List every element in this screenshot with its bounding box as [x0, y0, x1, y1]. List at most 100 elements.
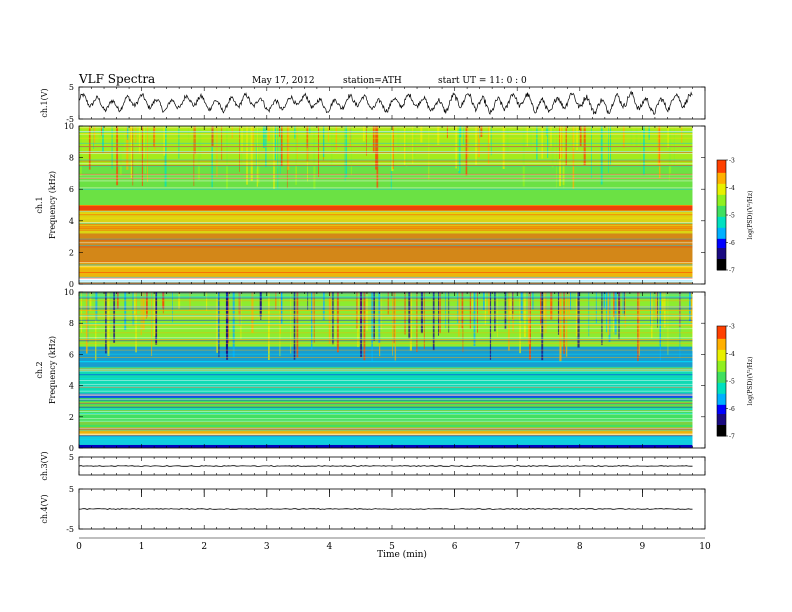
frequency-line [79, 165, 693, 167]
time-streak [413, 126, 416, 157]
colorbar-segment [717, 375, 726, 378]
frequency-line [79, 367, 693, 369]
frequency-line [79, 131, 693, 133]
time-streak [151, 292, 153, 356]
time-streak [376, 126, 379, 189]
frequency-line [79, 418, 693, 420]
colorbar-segment [717, 410, 726, 413]
time-streak [508, 292, 510, 351]
time-streak [393, 292, 395, 344]
time-streak [659, 292, 661, 346]
colorbar-segment [717, 248, 726, 251]
time-streak [613, 292, 615, 318]
frequency-line [79, 264, 693, 266]
time-streak [330, 126, 333, 165]
frequency-line [79, 405, 693, 407]
date-label: May 17, 2012 [252, 76, 315, 86]
time-streak [147, 126, 149, 182]
frequency-line [79, 137, 693, 139]
channel-label: ch.1 [35, 196, 44, 213]
frequency-band [79, 165, 693, 205]
frequency-line [79, 165, 693, 166]
ch4-waveform-panel: 5 -5 ch.4(V) [40, 485, 706, 534]
x-tick-label: 0 [76, 542, 82, 552]
time-streak [412, 126, 414, 164]
colorbar-segment [717, 160, 726, 163]
colorbar-segment [717, 432, 726, 435]
frequency-line [79, 151, 693, 153]
colorbar-segment [717, 165, 726, 168]
frequency-line [79, 361, 693, 363]
time-streak [457, 126, 460, 172]
y-tick-label: 5 [69, 485, 74, 494]
colorbar-segment [717, 364, 726, 367]
frequency-line [79, 180, 693, 182]
colorbar-segment [717, 342, 726, 345]
frequency-line [79, 296, 693, 298]
colorbar-segment [717, 255, 726, 258]
time-streak [132, 126, 134, 186]
time-streak [579, 126, 582, 147]
colorbar-segment [717, 233, 726, 236]
time-streak [529, 126, 532, 148]
y-tick-label: 0 [69, 444, 74, 453]
frequency-line [79, 272, 693, 273]
colorbar-segment [717, 202, 726, 205]
time-streak [251, 292, 254, 333]
time-streak [541, 126, 543, 159]
frequency-line [79, 266, 693, 268]
frequency-line [79, 316, 693, 318]
frequency-line [79, 242, 693, 244]
frequency-line [79, 378, 693, 380]
frequency-line [79, 439, 693, 441]
frequency-line [79, 423, 693, 425]
frequency-line [79, 226, 693, 228]
frequency-line [79, 261, 693, 263]
time-streak [416, 292, 418, 352]
colorbar-segment [717, 174, 726, 177]
frequency-line [79, 300, 693, 302]
time-streak [107, 292, 110, 356]
frequency-line [79, 325, 693, 327]
x-tick-label: 8 [577, 542, 583, 552]
time-streak [238, 292, 241, 316]
time-streak [471, 292, 474, 312]
channel-label: ch.2 [35, 361, 44, 378]
time-streak [197, 126, 200, 180]
frequency-line [79, 402, 693, 403]
frequency-line [79, 188, 693, 190]
time-streak [217, 292, 219, 347]
colorbar-segment [717, 204, 726, 207]
frequency-line [79, 267, 693, 269]
frequency-band [79, 444, 693, 448]
frequency-line [79, 394, 693, 396]
time-streak [119, 126, 122, 176]
colorbar-segment [717, 171, 726, 174]
time-streak [420, 292, 423, 334]
time-streak [113, 292, 116, 343]
frequency-line [79, 390, 693, 392]
colorbar-segment [717, 395, 726, 398]
time-streak [290, 292, 292, 354]
frequency-line [79, 399, 693, 400]
colorbar-segment [717, 377, 726, 380]
time-streak [194, 126, 196, 154]
frequency-line [79, 408, 693, 410]
time-streak [240, 126, 242, 164]
frequency-line [79, 160, 693, 162]
y-tick-label: 6 [69, 350, 74, 359]
time-streak [404, 292, 406, 335]
time-streak [225, 126, 228, 189]
colorbar-segment [717, 329, 726, 332]
time-streak [102, 126, 104, 153]
frequency-line [79, 151, 693, 153]
time-streak [378, 292, 381, 343]
colorbar-segment [717, 266, 726, 269]
frequency-line [79, 281, 693, 283]
colorbar-segment [717, 238, 726, 242]
colorbar-label: log(PSD)(V²/Hz) [747, 191, 754, 240]
time-streak [309, 126, 311, 135]
time-streak [643, 126, 645, 176]
time-streak [573, 126, 575, 149]
time-streak [494, 292, 496, 332]
